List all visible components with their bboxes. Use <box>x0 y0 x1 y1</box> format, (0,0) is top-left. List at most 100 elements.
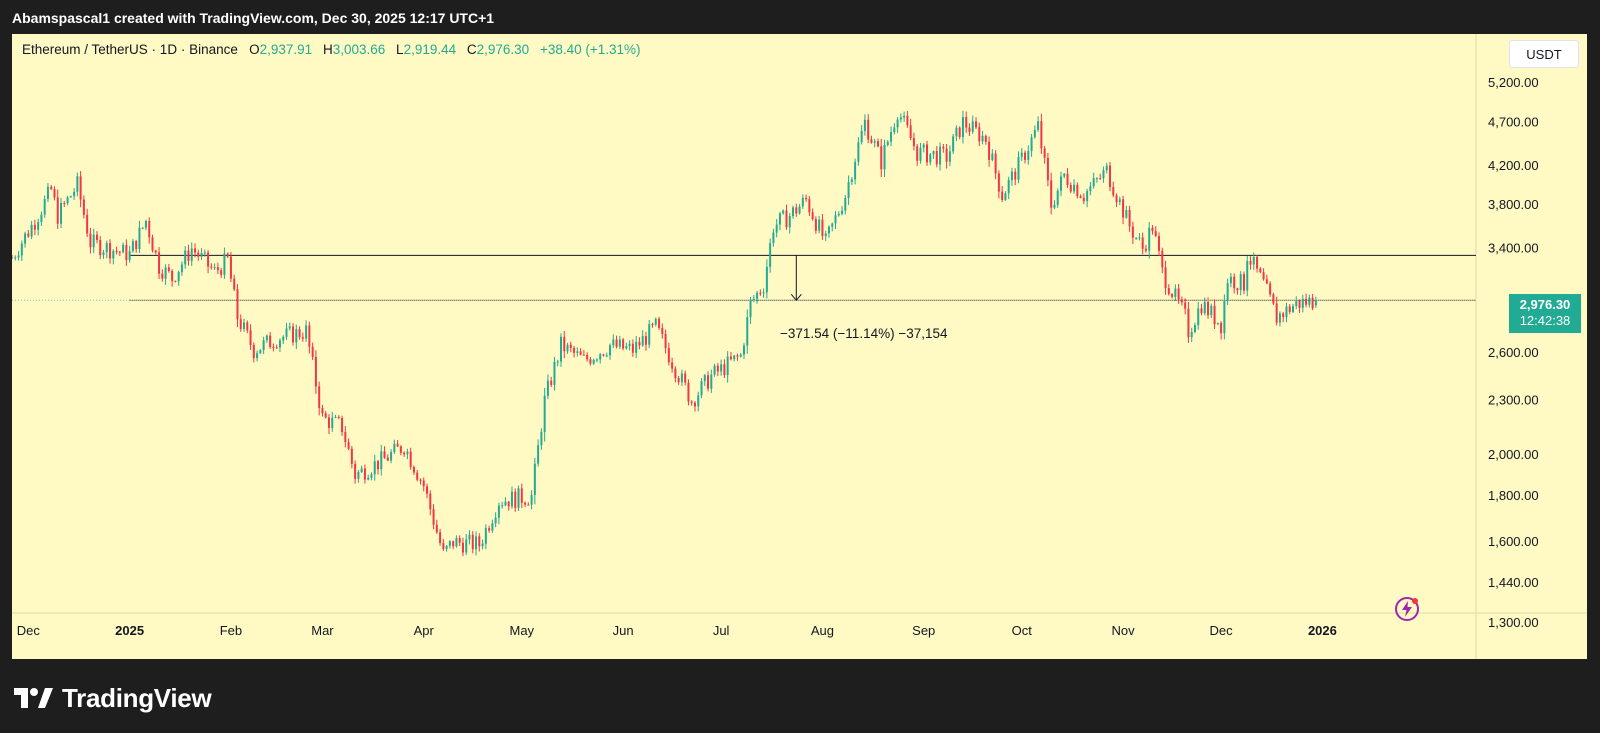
candle <box>533 457 536 505</box>
candle <box>373 454 376 481</box>
candle-body <box>236 289 239 320</box>
candle <box>553 356 556 391</box>
candle <box>824 230 827 242</box>
candle-body <box>171 270 174 281</box>
candle-body <box>1099 178 1102 180</box>
candle <box>203 249 206 257</box>
candle <box>739 352 742 358</box>
candle-body <box>821 219 824 237</box>
candle <box>1073 179 1076 194</box>
candle <box>746 309 749 354</box>
candle <box>1223 294 1226 340</box>
candle <box>282 335 285 345</box>
candle <box>158 247 161 280</box>
candle <box>1144 244 1147 253</box>
candle <box>53 186 56 201</box>
candle <box>628 340 631 351</box>
candle-body <box>592 359 595 364</box>
candle-body <box>105 243 108 253</box>
low-label: L <box>396 42 404 57</box>
candle <box>12 255 13 259</box>
candle <box>1099 173 1102 180</box>
candle-body <box>187 250 190 261</box>
candle <box>301 332 304 342</box>
candle <box>680 369 683 386</box>
x-tick-label: Dec <box>17 623 41 638</box>
candle <box>1233 273 1236 294</box>
candle <box>661 323 664 339</box>
candle <box>1112 181 1115 198</box>
candle-body <box>710 374 713 389</box>
candle <box>197 249 200 261</box>
bar-countdown: 12:42:38 <box>1519 313 1571 328</box>
candle <box>690 400 693 406</box>
footer-brand[interactable]: TradingView <box>14 680 212 716</box>
candle-body <box>354 463 357 479</box>
candle-body <box>1259 268 1262 273</box>
candle-body <box>200 252 203 257</box>
candle-body <box>569 344 572 348</box>
candle <box>756 291 759 304</box>
candle-body <box>475 536 478 550</box>
candle <box>1128 205 1131 232</box>
candle-body <box>1063 173 1066 177</box>
candle-body <box>275 347 278 349</box>
candle <box>141 227 144 230</box>
candle-body <box>1223 300 1226 334</box>
candle <box>229 252 232 283</box>
candle-body <box>1125 209 1128 218</box>
candle-body <box>759 292 762 294</box>
candle-body <box>664 333 667 349</box>
candle-body <box>883 144 886 170</box>
y-tick-label: 3,800.00 <box>1488 197 1539 212</box>
candle <box>971 115 974 134</box>
candle-body <box>491 523 494 531</box>
candle <box>243 318 246 332</box>
candle <box>125 239 128 266</box>
candle <box>723 359 726 379</box>
candle-body <box>1154 231 1157 237</box>
candle-body <box>1292 306 1294 312</box>
candle <box>906 110 909 128</box>
candle-body <box>347 442 350 449</box>
y-tick-label: 1,800.00 <box>1488 488 1539 503</box>
candle-body <box>847 182 850 198</box>
candle-body <box>56 197 59 224</box>
candle <box>510 486 513 509</box>
lightning-bolt-icon[interactable] <box>1394 596 1420 622</box>
candle-body <box>207 252 210 267</box>
candle <box>1148 221 1151 259</box>
candle <box>409 447 412 470</box>
candle <box>582 350 585 356</box>
candle-body <box>1001 191 1004 200</box>
currency-button[interactable]: USDT <box>1509 40 1579 68</box>
candle <box>635 336 638 358</box>
candle <box>1089 182 1092 196</box>
candle <box>1236 287 1239 295</box>
candle <box>1092 172 1095 189</box>
candle <box>863 114 866 136</box>
candle-body <box>922 144 925 148</box>
candle-body <box>409 451 412 467</box>
candle <box>1216 322 1219 326</box>
candle <box>677 375 680 385</box>
candle-body <box>919 147 922 161</box>
candle-body <box>553 361 556 386</box>
candle <box>1311 293 1314 311</box>
candle <box>265 334 268 343</box>
candle <box>952 133 955 154</box>
candle <box>1252 252 1255 271</box>
candle <box>997 170 1000 199</box>
candle <box>285 322 288 340</box>
chart-frame[interactable]: 5,200.00 4,700.00 4,200.00 3,800.00 3,400.00… <box>12 34 1587 659</box>
candle <box>743 342 745 360</box>
candle <box>909 118 912 141</box>
candle <box>46 182 49 202</box>
candle-body <box>609 345 612 356</box>
y-tick-label: 3,400.00 <box>1488 240 1539 255</box>
candle-body <box>435 524 438 533</box>
candle <box>1242 271 1245 295</box>
candle <box>981 130 984 145</box>
candle-body <box>778 213 781 225</box>
price-chart[interactable]: 5,200.00 4,700.00 4,200.00 3,800.00 3,400.00… <box>12 34 1587 659</box>
